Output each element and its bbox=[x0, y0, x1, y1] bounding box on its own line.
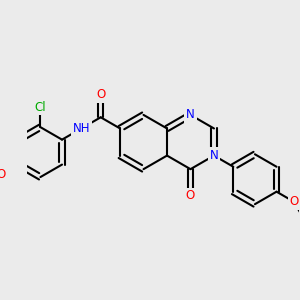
Text: N: N bbox=[210, 149, 218, 162]
Text: O: O bbox=[0, 168, 6, 181]
Text: O: O bbox=[186, 189, 195, 203]
Text: O: O bbox=[96, 88, 105, 101]
Text: Cl: Cl bbox=[34, 100, 46, 114]
Text: NH: NH bbox=[73, 122, 90, 135]
Text: N: N bbox=[186, 108, 195, 122]
Text: O: O bbox=[289, 195, 298, 208]
